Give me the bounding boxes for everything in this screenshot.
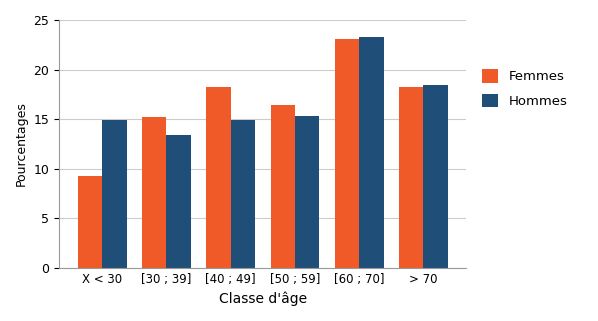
Bar: [102, 120, 127, 268]
Legend: Femmes, Hommes: Femmes, Hommes: [477, 64, 573, 113]
Bar: [270, 105, 295, 268]
Bar: [231, 120, 255, 268]
Y-axis label: Pourcentages: Pourcentages: [15, 102, 28, 187]
Bar: [295, 116, 319, 268]
Bar: [335, 39, 359, 268]
Bar: [399, 88, 423, 268]
Bar: [206, 88, 231, 268]
Bar: [166, 135, 191, 268]
Bar: [359, 37, 384, 268]
Bar: [142, 117, 166, 268]
Bar: [423, 84, 448, 268]
X-axis label: Classe d'âge: Classe d'âge: [219, 291, 307, 306]
Bar: [78, 176, 102, 268]
